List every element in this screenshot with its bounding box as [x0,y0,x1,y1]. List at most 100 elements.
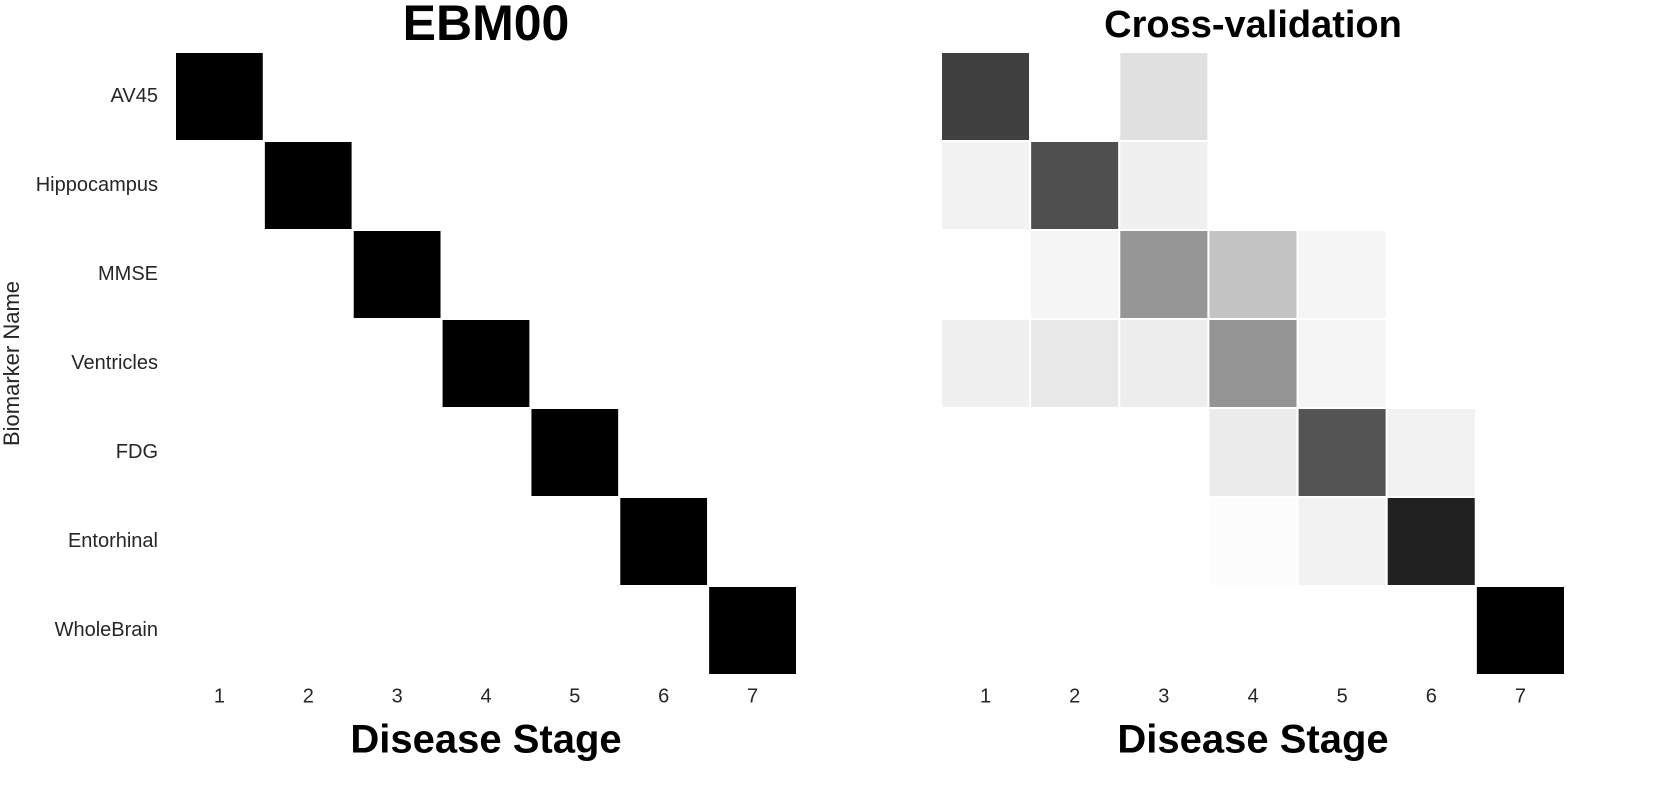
heatmap-cell [707,407,799,498]
x-tick-label: 6 [658,685,669,707]
heatmap-cell [618,229,710,320]
heatmap-cell [1207,229,1299,320]
x-tick-label: 1 [980,685,991,707]
heatmap-cell [262,140,354,231]
heatmap-cell [174,140,265,231]
heatmap-cell [1207,407,1299,498]
y-tick-label: WholeBrain [55,619,158,641]
y-tick-label: Ventricles [71,352,158,374]
heatmap-cell [707,51,799,142]
heatmap-cell [707,229,799,320]
y-tick-label: MMSE [98,263,158,285]
heatmap-cell [529,585,621,676]
heatmap-cell [1296,51,1388,142]
heatmap-cell [440,140,532,231]
x-tick-label: 5 [569,685,580,707]
heatmap-cell [1118,496,1210,587]
y-tick-label: Hippocampus [36,174,158,196]
heatmap-cell [707,496,799,587]
heatmap-cell [940,229,1032,320]
heatmap-cell [1385,318,1477,409]
x-tick-label: 5 [1337,685,1348,707]
heatmap-cell [618,318,710,409]
heatmap-cell [1296,229,1388,320]
heatmap-cell [1207,318,1299,409]
heatmap-cell [1029,229,1121,320]
y-axis-label: Biomarker Name [0,281,24,446]
x-tick-label: 4 [1247,685,1258,707]
heatmap-cell [440,496,532,587]
heatmap-cell [262,496,354,587]
heatmap-cell [707,318,799,409]
heatmap-cell [1474,318,1567,409]
heatmap-cell [1385,140,1477,231]
heatmap-cell [440,51,532,142]
heatmap-cell [1207,496,1299,587]
heatmap-cell [940,318,1032,409]
x-tick-label: 4 [480,685,491,707]
y-tick-label: FDG [116,441,158,463]
heatmap-cell [1029,585,1121,676]
chart-title: EBM00 [403,0,570,51]
x-tick-label: 3 [392,685,403,707]
heatmap-cell [1474,229,1567,320]
heatmap-cell [174,407,265,498]
heatmap-cell [1296,407,1388,498]
heatmap-cell [351,318,443,409]
heatmap-cell [1118,407,1210,498]
heatmap-cell [440,407,532,498]
heatmap-cell [174,51,265,142]
heatmap-cell [351,229,443,320]
heatmap-cell [1385,407,1477,498]
heatmap-cell [1118,585,1210,676]
x-tick-label: 1 [214,685,225,707]
heatmap-cell [351,407,443,498]
heatmap-cell [351,51,443,142]
heatmap-cell [1474,51,1567,142]
heatmap-cell [262,318,354,409]
heatmap-cell [440,585,532,676]
heatmap-cell [707,585,799,676]
heatmap-cell [1118,229,1210,320]
heatmap-cell [1118,140,1210,231]
heatmap-cell [1207,585,1299,676]
x-tick-label: 7 [747,685,758,707]
heatmap-cell [1118,51,1210,142]
heatmap-cell [529,140,621,231]
x-axis-label: Disease Stage [350,718,621,762]
heatmap-cell [1296,585,1388,676]
heatmap-cell [440,229,532,320]
heatmap-cell [1474,585,1567,676]
x-tick-label: 6 [1426,685,1437,707]
heatmap-cell [618,407,710,498]
heatmap-cell [1296,496,1388,587]
heatmap-cell [1385,229,1477,320]
heatmap-cell [1207,140,1299,231]
heatmap-cell [351,140,443,231]
y-tick-label: AV45 [111,85,158,107]
heatmap-cell [1118,318,1210,409]
heatmap-cell [1385,585,1477,676]
heatmap-cell [529,407,621,498]
heatmap-cell [940,407,1032,498]
x-tick-label: 7 [1515,685,1526,707]
heatmap-cell [1029,407,1121,498]
heatmap-cell [262,407,354,498]
heatmap-cell [174,318,265,409]
heatmap-cell [1029,51,1121,142]
y-tick-label: Entorhinal [68,530,158,552]
heatmap-cell [174,585,265,676]
chart-title: Cross-validation [1104,4,1402,46]
heatmap-cell [351,585,443,676]
heatmap-cell [440,318,532,409]
heatmap-cell [174,496,265,587]
heatmap-cell [529,318,621,409]
heatmap-cell [351,496,443,587]
heatmap-cell [707,140,799,231]
heatmap-cell [529,496,621,587]
heatmap-cell [1385,496,1477,587]
heatmap-cell [940,496,1032,587]
heatmap-cell [1029,496,1121,587]
heatmap-cell [1296,318,1388,409]
